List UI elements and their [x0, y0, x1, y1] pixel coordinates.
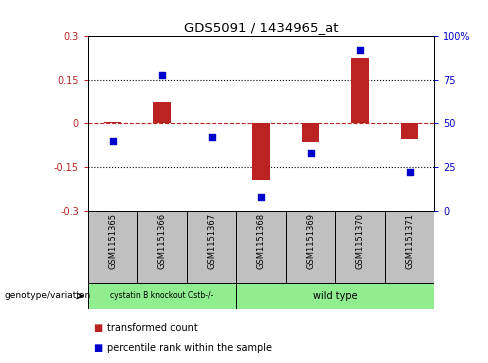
Bar [88, 283, 236, 309]
Point [208, 134, 216, 140]
Point [257, 194, 265, 200]
Bar [153, 102, 171, 123]
Text: GSM1151367: GSM1151367 [207, 213, 216, 269]
Bar [187, 211, 236, 283]
Bar [385, 211, 434, 283]
Text: GSM1151370: GSM1151370 [356, 213, 365, 269]
Bar [351, 58, 369, 123]
Text: GSM1151365: GSM1151365 [108, 213, 117, 269]
Bar [286, 211, 335, 283]
Text: GSM1151369: GSM1151369 [306, 213, 315, 269]
Point [109, 138, 117, 144]
Text: cystatin B knockout Cstb-/-: cystatin B knockout Cstb-/- [110, 291, 214, 300]
Point [356, 47, 364, 53]
Text: ■: ■ [93, 343, 102, 353]
Bar [236, 283, 434, 309]
Bar [302, 123, 319, 142]
Bar [335, 211, 385, 283]
Text: wild type: wild type [313, 291, 358, 301]
Bar [104, 122, 121, 123]
Bar [88, 211, 137, 283]
Bar [252, 123, 270, 180]
Bar [236, 211, 286, 283]
Point [158, 72, 166, 78]
Bar [137, 211, 187, 283]
Point [306, 150, 314, 156]
Text: genotype/variation: genotype/variation [5, 291, 91, 300]
Text: transformed count: transformed count [107, 323, 198, 333]
Text: GSM1151366: GSM1151366 [158, 213, 166, 269]
Title: GDS5091 / 1434965_at: GDS5091 / 1434965_at [184, 21, 338, 34]
Point [406, 169, 413, 175]
Bar [401, 123, 418, 139]
Text: ■: ■ [93, 323, 102, 333]
Text: GSM1151368: GSM1151368 [257, 213, 265, 269]
Text: GSM1151371: GSM1151371 [405, 213, 414, 269]
Text: percentile rank within the sample: percentile rank within the sample [107, 343, 272, 353]
